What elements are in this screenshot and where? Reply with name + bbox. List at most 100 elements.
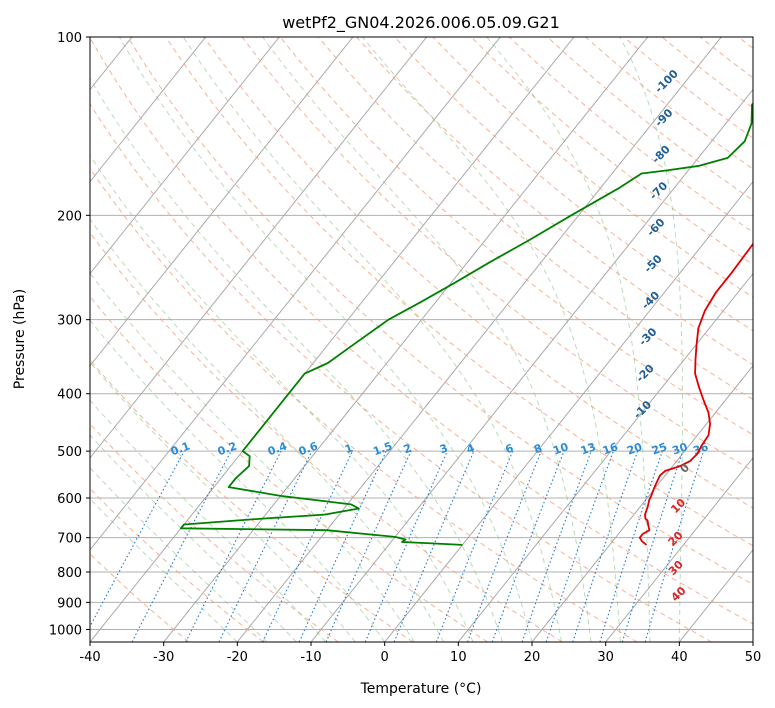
dry-adiabat-80 <box>203 37 753 509</box>
moist-adiabat--8 <box>90 399 327 642</box>
mixing-ratio-label: 1.5 <box>371 439 394 458</box>
tick-layer: -40 -30 -20 -10 0 10 20 30 40 50 1000 900 800 700 600 5… <box>49 31 761 665</box>
plot-area: 0.1 0.2 0.4 0.6 1 1.5 2 3 4 6 8 10 13 16 20 25 30 36 -100… <box>90 37 753 642</box>
y-tick-label: 900 <box>57 596 82 611</box>
mixing-ratio-line-3 <box>364 450 448 642</box>
dry-adiabat-0 <box>90 359 414 642</box>
moist-adiabat-12 <box>90 154 474 642</box>
y-tick-label: 100 <box>57 31 82 46</box>
x-tick-label: -10 <box>300 650 321 665</box>
mixing-ratio-line-13 <box>521 450 592 642</box>
mixing-ratio-line-8 <box>466 450 542 642</box>
dry-adiabat--30 <box>90 553 190 642</box>
mixing-ratio-label: 10 <box>551 440 570 458</box>
x-tick-label: 40 <box>671 650 688 665</box>
grid-layer <box>90 37 753 642</box>
dry-adiabat-10 <box>90 295 488 642</box>
dry-adiabat-30 <box>90 167 638 642</box>
mixing-ratio-label: 2 <box>402 441 414 456</box>
dry-adiabat-20 <box>90 231 563 642</box>
moist-adiabat-8 <box>90 218 445 642</box>
isotherm--30 <box>163 37 649 642</box>
mixing-ratio-label: 6 <box>504 441 516 456</box>
dry-adiabat-50 <box>90 37 753 625</box>
isotherm--60 <box>90 37 428 459</box>
y-tick-label: 800 <box>57 566 82 581</box>
mixing-ratio-line-25 <box>599 450 663 642</box>
y-axis-title: Pressure (hPa) <box>12 289 28 389</box>
mixing-ratio-label: 30 <box>670 440 689 458</box>
x-tick-label: 30 <box>597 650 614 665</box>
isotherm-20 <box>531 364 753 642</box>
moist-adiabat-4 <box>90 272 415 642</box>
moist-adiabat--12 <box>90 434 297 642</box>
x-tick-label: 50 <box>745 650 762 665</box>
mixing-ratio-label: 13 <box>579 440 598 457</box>
isotherm-30 <box>605 457 753 642</box>
mixing-ratio-line-4 <box>393 450 475 642</box>
plot-frame <box>89 36 754 643</box>
series-layer <box>180 102 753 546</box>
moist-adiabat-20 <box>118 37 533 642</box>
moist-adiabat-0 <box>90 319 386 642</box>
mixing-ratio-line-2 <box>325 450 412 642</box>
mixing-ratio-label: 25 <box>650 440 669 457</box>
isotherm--90 <box>90 37 207 183</box>
isotherm--20 <box>236 37 722 642</box>
x-tick-label: 0 <box>381 650 389 665</box>
chart-title: wetPf2_GN04.2026.006.05.09.G21 <box>282 13 560 33</box>
mixing-ratio-label: 3 <box>438 441 450 456</box>
moist-adiabat--4 <box>90 361 356 642</box>
y-tick-label: 400 <box>57 388 82 403</box>
mixing-ratio-label: 4 <box>465 441 477 456</box>
isotherm--50 <box>90 37 501 551</box>
x-tick-label: 20 <box>524 650 541 665</box>
x-tick-label: -30 <box>153 650 174 665</box>
moist-adiabat-28 <box>262 37 592 642</box>
mixing-ratio-label: 0.2 <box>216 439 239 458</box>
mixing-ratio-line-30 <box>621 450 684 642</box>
mixing-ratio-label: 1 <box>343 441 355 456</box>
moist-adiabat-16 <box>90 77 503 642</box>
y-tick-label: 1000 <box>49 623 82 638</box>
temperature-profile <box>638 242 753 546</box>
mixing-ratio-label: 0.4 <box>266 439 289 458</box>
mixing-ratio-label: 0.1 <box>169 439 192 458</box>
mixing-ratio-label: 20 <box>625 440 644 458</box>
moist-adiabat-24 <box>182 37 562 642</box>
moist-adiabat-40 <box>619 37 683 642</box>
mixing-ratio-line-20 <box>572 450 639 642</box>
mixing-ratio-layer: 0.1 0.2 0.4 0.6 1 1.5 2 3 4 6 8 10 13 16 20 25 30 36 <box>90 439 710 642</box>
x-tick-label: -40 <box>79 650 100 665</box>
y-tick-label: 600 <box>57 492 82 507</box>
moist-adiabat-32 <box>362 37 621 642</box>
mixing-ratio-label: 8 <box>532 441 544 456</box>
mixing-ratio-line-0.1 <box>90 450 185 628</box>
isotherm--80 <box>90 37 280 275</box>
mixing-ratio-label: 16 <box>601 440 620 458</box>
x-tick-label: 10 <box>450 650 467 665</box>
mixing-ratio-line-10 <box>491 450 565 642</box>
moist-adiabat-36 <box>486 37 651 642</box>
mixing-ratio-label: 0.6 <box>297 439 320 458</box>
mixing-ratio-line-6 <box>435 450 514 642</box>
mixing-ratio-line-16 <box>545 450 614 642</box>
dry-adiabat-70 <box>165 37 753 547</box>
x-tick-label: -20 <box>227 650 248 665</box>
dry-adiabat-100 <box>279 37 753 436</box>
y-tick-label: 700 <box>57 532 82 547</box>
dry-adiabat-40 <box>90 103 712 642</box>
x-axis-title: Temperature (°C) <box>360 681 482 697</box>
dry-adiabat-110 <box>318 37 753 401</box>
y-tick-label: 500 <box>57 445 82 460</box>
adiabat-layer <box>90 37 753 642</box>
mixing-ratio-line-36 <box>644 450 705 642</box>
isotherm--70 <box>90 37 354 367</box>
dry-adiabat-60 <box>127 37 753 586</box>
mixing-ratio-line-0.4 <box>185 450 282 642</box>
isotherm--40 <box>90 37 575 642</box>
dry-adiabat--20 <box>90 487 264 642</box>
dry-adiabat-130 <box>394 37 753 332</box>
isotherm-0 <box>384 180 753 642</box>
